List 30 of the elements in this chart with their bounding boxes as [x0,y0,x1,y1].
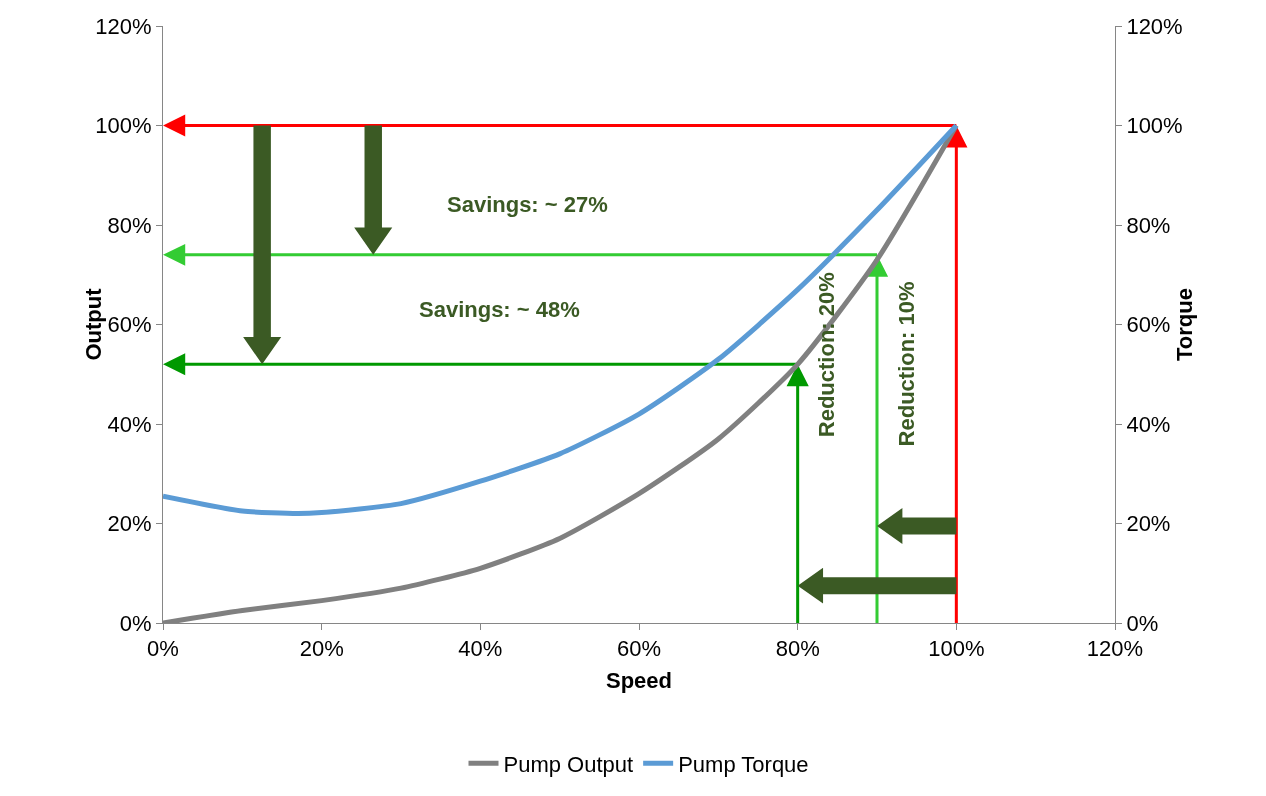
annotation: Savings: ~ 27% [447,192,608,217]
x-tick-label: 0% [147,636,179,662]
y-tick-label: 120% [95,13,152,39]
x-tick-label: 20% [299,636,344,662]
x-tick-label: 100% [928,636,985,662]
y2-tick-label: 60% [1126,312,1171,338]
annotation: Savings: ~ 48% [419,297,580,322]
y2-tick-label: 80% [1126,212,1171,238]
y-axis-title: Output [80,287,106,361]
x-tick-label: 40% [458,636,503,662]
x-tick-label: 60% [616,636,662,662]
x-axis-title: Speed [605,668,673,694]
y-tick-label: 80% [107,212,152,238]
annotation: Reduction: 10% [893,281,919,447]
y2-tick-label: 100% [1126,113,1183,139]
y-tick-label: 40% [107,411,152,437]
annotation: Reduction: 20% [814,272,840,438]
x-tick-label: 120% [1086,636,1144,662]
y2-tick-label: 0% [1126,610,1159,636]
legend-label: Pump Output [503,751,634,777]
y2-tick-label: 120% [1126,13,1183,39]
y2-axis-title: Torque [1172,288,1198,361]
y-tick-label: 60% [107,312,152,338]
y-tick-label: 0% [119,610,152,636]
y2-tick-label: 40% [1126,411,1171,437]
y-tick-label: 20% [107,511,152,537]
legend-label: Pump Torque [678,751,809,777]
y2-tick-label: 20% [1126,511,1171,537]
y-tick-label: 100% [95,113,152,139]
x-tick-label: 80% [775,636,820,662]
